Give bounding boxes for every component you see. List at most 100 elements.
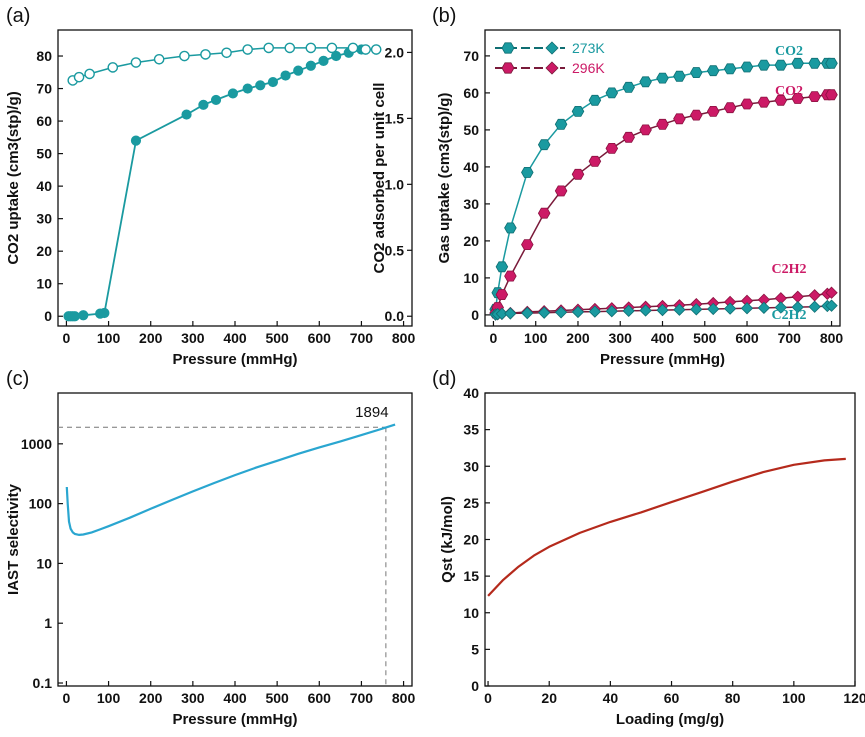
adsorption-point — [293, 65, 304, 76]
c2h2-273k-point — [588, 305, 602, 318]
co2-273k-point — [571, 106, 585, 117]
panel-c-ytick-label: 1000 — [21, 436, 52, 452]
series-annotation-c2h2-296: C2H2 — [772, 262, 807, 277]
co2-273k-point — [673, 70, 686, 82]
panel-d-xtick-label: 100 — [782, 690, 806, 706]
panel-d-ytick-label: 5 — [471, 641, 479, 657]
c2h2-273k-point — [690, 303, 703, 316]
co2-296k-point — [706, 106, 720, 117]
adsorption-point — [331, 50, 342, 62]
panel-b-xtick-label: 200 — [566, 330, 590, 346]
co2-296k-point — [639, 124, 652, 136]
series-annotation-co2-273: CO2 — [775, 44, 803, 59]
panel-b-ytick-label: 60 — [463, 85, 479, 101]
panel-b-ytick-label: 20 — [463, 233, 479, 249]
panel-b-xtick-label: 300 — [609, 330, 633, 346]
c2h2-273k-point — [808, 300, 821, 313]
co2-273k-point — [757, 59, 771, 71]
c2h2-296k-point — [808, 289, 821, 302]
legend-diamond-marker — [545, 41, 559, 55]
legend-label: 273K — [572, 40, 605, 56]
series-annotation-c2h2-273: C2H2 — [772, 308, 807, 323]
co2-296k-point — [673, 113, 686, 125]
panel-b-xtick-label: 600 — [735, 330, 759, 346]
panel-d-ytick-label: 0 — [471, 678, 479, 694]
desorption-point — [305, 42, 317, 54]
adsorption-point — [305, 60, 316, 71]
selectivity-annotation: 1894 — [355, 404, 388, 421]
panel-c-ytick-label: 0.1 — [33, 675, 53, 691]
panel-c-xtick-label: 400 — [223, 690, 247, 706]
panel-a-xtick-label: 600 — [308, 330, 332, 346]
panel-a-xtick-label: 100 — [97, 330, 121, 346]
panel-a-xtick-label: 300 — [181, 330, 205, 346]
c2h2-273k-point — [538, 306, 551, 319]
co2-296k-point — [791, 93, 804, 104]
c2h2-273k-point — [825, 299, 838, 312]
panel-a-ytick-label: 30 — [36, 211, 52, 227]
co2-273k-point — [690, 67, 703, 78]
panel-a-xtick-label: 0 — [63, 330, 71, 346]
c2h2-273k-point — [757, 301, 771, 315]
desorption-point — [107, 62, 119, 73]
adsorption-point — [242, 83, 253, 94]
panel-a-ytick-label: 20 — [36, 243, 52, 259]
adsorption-point — [130, 135, 142, 146]
panel-b-ytick-label: 0 — [471, 307, 479, 323]
panel-d-xtick-label: 40 — [603, 690, 619, 706]
desorption-point — [221, 47, 232, 59]
panel-d-xlabel: Loading (mg/g) — [616, 711, 724, 728]
co2-296k-point — [495, 289, 509, 300]
panel-a-xtick-label: 800 — [392, 330, 416, 346]
panel-a-ytick-right-label: 1.5 — [385, 110, 405, 126]
panel-b-xtick-label: 700 — [778, 330, 802, 346]
c2h2-273k-point — [774, 301, 787, 314]
co2-296k-point — [740, 98, 754, 110]
panel-c-ytick-label: 100 — [29, 496, 53, 512]
desorption-point — [326, 42, 338, 54]
co2-296k-point — [521, 239, 534, 250]
co2-273k-point — [521, 167, 534, 178]
c2h2-273k-point — [740, 302, 754, 315]
panel-a-xtick-label: 400 — [223, 330, 247, 346]
co2-273k-point — [808, 57, 821, 69]
panel-c-xlabel: Pressure (mmHg) — [172, 711, 297, 728]
desorption-point — [284, 42, 296, 54]
co2-296k-point — [656, 118, 669, 130]
co2-296k-point — [622, 131, 635, 143]
c2h2-273k-point — [639, 304, 652, 317]
legend-label: 296K — [572, 60, 605, 76]
panel-c-label: (c) — [6, 368, 29, 390]
desorption-point — [73, 71, 85, 83]
co2-296k-point — [690, 109, 703, 121]
panel-a-ytick-label: 70 — [36, 81, 52, 97]
panel-b-label: (b) — [432, 5, 456, 27]
c2h2-296k-point — [791, 290, 804, 303]
desorption-point — [153, 53, 165, 65]
panel-d-ytick-label: 40 — [463, 385, 479, 401]
c2h2-273k-point — [571, 305, 585, 319]
panel-b-xlabel: Pressure (mmHg) — [600, 351, 725, 368]
panel-a-xlabel: Pressure (mmHg) — [172, 351, 297, 368]
desorption-point — [360, 44, 371, 55]
co2-273k-point — [588, 94, 602, 106]
co2-296k-point — [808, 91, 821, 102]
panel-d-ytick-label: 25 — [463, 495, 479, 511]
panel-d-plot-frame — [484, 392, 856, 687]
desorption-point — [130, 57, 142, 68]
desorption-point — [370, 44, 382, 55]
panel-a-ylabel-right: CO2 adsorbed per unit cell — [371, 83, 388, 274]
panel-d-ytick-label: 15 — [463, 568, 479, 584]
adsorption-point — [227, 88, 238, 99]
panel-b-xtick-label: 0 — [490, 330, 498, 346]
panel-a-xtick-label: 700 — [350, 330, 374, 346]
panel-b-ytick-label: 50 — [463, 122, 479, 138]
panel-b-xtick-label: 500 — [693, 330, 717, 346]
desorption-point — [200, 49, 211, 60]
adsorption-point — [267, 76, 279, 88]
co2-273k-point — [537, 139, 551, 151]
legend-hexagon-marker — [501, 42, 515, 54]
co2-296k-point — [723, 102, 737, 114]
iast-selectivity-line — [65, 423, 396, 537]
